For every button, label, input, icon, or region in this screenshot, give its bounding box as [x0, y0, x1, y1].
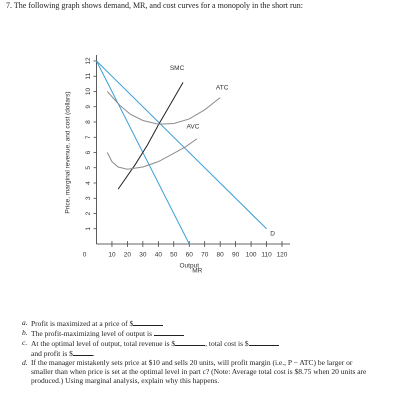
- y-tick-label: 5: [85, 166, 92, 170]
- part-text: .: [92, 349, 95, 358]
- x-tick-label: 110: [261, 252, 272, 259]
- y-tick-label: 2: [85, 211, 92, 215]
- x-tick-label: 60: [186, 252, 194, 259]
- curve-label: AVC: [187, 123, 200, 130]
- part-text: and profit is $: [31, 349, 73, 358]
- blank: [133, 318, 164, 326]
- y-tick-label: 9: [85, 105, 92, 109]
- y-tick-label: 3: [85, 196, 92, 200]
- curve-label: MR: [192, 268, 202, 275]
- y-tick-label: 8: [85, 120, 92, 124]
- y-tick-label: 6: [85, 150, 92, 154]
- part-text: Profit is maximized at a price of $: [31, 319, 134, 328]
- origin-label: 0: [83, 252, 87, 259]
- part-text: , total cost is $: [205, 339, 249, 348]
- part-text: Profit is maximized at a price of $: [31, 318, 164, 328]
- x-tick-label: 100: [246, 252, 257, 259]
- part-text: At the optimal level of output, total re…: [31, 338, 279, 358]
- part-letter: a.: [22, 318, 28, 327]
- curve-label: SMC: [170, 65, 185, 72]
- x-tick-label: 20: [124, 252, 132, 259]
- curve: [96, 60, 267, 230]
- x-tick-label: 10: [108, 252, 116, 259]
- y-tick-label: 10: [85, 88, 92, 96]
- part: a. Profit is maximized at a price of $: [22, 318, 367, 328]
- part-letter: c.: [22, 338, 28, 347]
- y-tick-label: 1: [85, 227, 92, 231]
- blank: [153, 328, 184, 336]
- curve: [106, 138, 198, 170]
- x-tick-label: 50: [170, 252, 178, 259]
- x-tick-label: 70: [201, 252, 209, 259]
- y-tick-label: 4: [85, 181, 92, 185]
- y-tick-label: 11: [85, 72, 92, 79]
- x-tick-label: 80: [217, 252, 225, 259]
- x-axis-title: Output: [179, 263, 199, 270]
- parts: a. Profit is maximized at a price of $ b.…: [22, 318, 367, 385]
- part-text: The profit-maximizing level of output is: [31, 328, 184, 338]
- x-tick-label: 40: [155, 252, 163, 259]
- part-letter: b.: [22, 328, 28, 337]
- part: b. The profit-maximizing level of output …: [22, 328, 367, 338]
- blank: [175, 338, 206, 346]
- x-tick-label: 30: [139, 252, 147, 259]
- part-text: At the optimal level of output, total re…: [31, 339, 176, 348]
- part: c. At the optimal level of output, total …: [22, 338, 367, 358]
- curve-label: ATC: [216, 84, 229, 91]
- y-tick-label: 12: [85, 57, 92, 65]
- x-tick-label: 120: [277, 252, 288, 259]
- curve: [117, 82, 184, 190]
- blank: [248, 338, 279, 346]
- curve-label: D: [270, 230, 275, 237]
- part-letter: d.: [22, 358, 28, 367]
- part-text: If the manager mistakenly sets price at …: [31, 358, 367, 385]
- blank: [72, 348, 93, 356]
- y-tick-label: 7: [85, 135, 92, 139]
- x-tick-label: 90: [232, 252, 240, 259]
- y-axis-title: Price, marginal revenue, and cost (dolla…: [65, 91, 72, 213]
- curve: [106, 91, 221, 125]
- part-text: The profit-maximizing level of output is: [31, 329, 154, 338]
- part: d. If the manager mistakenly sets price a…: [22, 358, 367, 385]
- question-text: 7. The following graph shows demand, MR,…: [6, 1, 303, 10]
